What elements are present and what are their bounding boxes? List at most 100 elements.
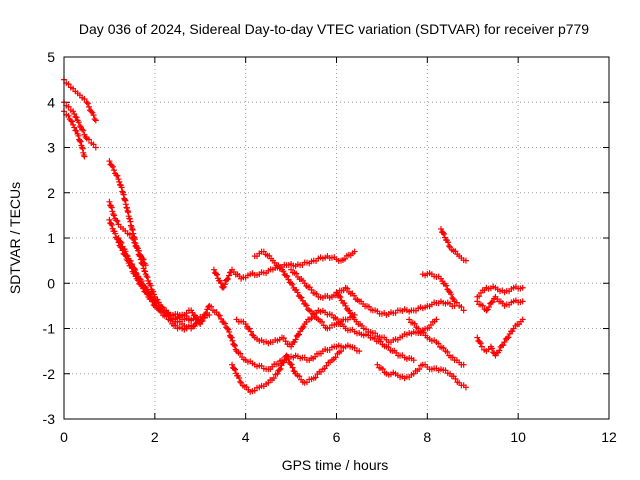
data-point bbox=[444, 348, 451, 355]
y-tick-label: 4 bbox=[47, 94, 55, 110]
data-point bbox=[284, 273, 291, 280]
data-point bbox=[113, 172, 120, 179]
data-point bbox=[143, 287, 150, 294]
data-point bbox=[212, 270, 219, 277]
data-point bbox=[288, 361, 295, 368]
x-tick-label: 8 bbox=[423, 429, 431, 445]
x-axis-title: GPS time / hours bbox=[282, 457, 389, 473]
data-point bbox=[218, 315, 225, 322]
data-point bbox=[77, 138, 84, 145]
data-point bbox=[476, 293, 483, 300]
data-point bbox=[130, 236, 137, 243]
data-point bbox=[225, 275, 232, 282]
data-point bbox=[220, 319, 227, 326]
data-point bbox=[277, 365, 284, 372]
data-point bbox=[91, 116, 98, 123]
data-point bbox=[114, 172, 121, 179]
data-point bbox=[489, 298, 496, 305]
series-s13 bbox=[251, 248, 358, 332]
data-point bbox=[288, 280, 295, 287]
data-point bbox=[65, 81, 72, 88]
data-point bbox=[356, 348, 363, 355]
data-point bbox=[300, 323, 307, 330]
data-point bbox=[298, 294, 305, 301]
data-point bbox=[127, 257, 134, 264]
data-point bbox=[115, 176, 122, 183]
x-tick-label: 2 bbox=[151, 429, 159, 445]
data-point bbox=[333, 289, 340, 296]
data-point bbox=[226, 328, 233, 335]
data-point bbox=[76, 123, 83, 130]
data-point bbox=[80, 127, 87, 134]
data-point bbox=[131, 239, 138, 246]
data-point bbox=[115, 235, 122, 241]
series-s9 bbox=[170, 302, 363, 373]
data-point bbox=[231, 341, 238, 348]
data-point bbox=[283, 352, 290, 359]
data-point bbox=[117, 238, 124, 245]
data-point bbox=[449, 295, 456, 302]
data-point bbox=[247, 328, 254, 335]
data-point bbox=[142, 262, 149, 269]
data-point bbox=[505, 334, 512, 341]
data-point bbox=[167, 317, 174, 324]
data-point bbox=[323, 362, 330, 369]
data-point bbox=[114, 218, 121, 225]
data-point bbox=[509, 328, 516, 335]
data-point bbox=[439, 229, 446, 236]
x-tick-label: 10 bbox=[510, 429, 526, 445]
data-point bbox=[85, 136, 92, 143]
series-s22 bbox=[474, 293, 526, 314]
plot-frame bbox=[63, 56, 610, 420]
data-point bbox=[152, 300, 159, 307]
series-s19 bbox=[437, 225, 469, 264]
data-point bbox=[288, 343, 295, 350]
data-point bbox=[351, 292, 358, 299]
y-tick-label: -2 bbox=[43, 366, 56, 382]
series-s8 bbox=[129, 262, 199, 333]
series-s17 bbox=[406, 316, 467, 368]
data-point bbox=[410, 357, 417, 364]
data-point bbox=[122, 248, 129, 255]
data-point bbox=[210, 266, 217, 273]
data-point bbox=[285, 276, 292, 283]
data-point bbox=[519, 316, 526, 323]
data-point bbox=[489, 345, 496, 352]
data-point bbox=[88, 108, 95, 115]
data-point bbox=[219, 284, 226, 291]
data-point bbox=[477, 340, 484, 347]
data-point bbox=[297, 328, 304, 335]
data-point bbox=[202, 311, 209, 318]
data-point bbox=[106, 158, 113, 165]
data-point bbox=[133, 244, 140, 251]
data-point bbox=[155, 306, 162, 313]
data-point bbox=[208, 303, 215, 310]
data-point bbox=[297, 293, 304, 300]
data-point bbox=[336, 292, 343, 299]
grid-lines bbox=[64, 57, 609, 419]
series-s16 bbox=[374, 361, 469, 391]
data-point bbox=[226, 272, 233, 279]
data-point bbox=[501, 339, 508, 346]
series-s14 bbox=[288, 266, 458, 318]
data-point bbox=[129, 262, 136, 269]
x-tick-label: 0 bbox=[60, 429, 68, 445]
data-point bbox=[200, 314, 207, 321]
data-point bbox=[285, 355, 292, 362]
data-point bbox=[137, 251, 144, 258]
data-point bbox=[68, 118, 75, 125]
data-point bbox=[83, 99, 90, 106]
y-tick-label: -3 bbox=[43, 411, 56, 427]
data-point bbox=[71, 110, 78, 117]
data-point bbox=[385, 344, 392, 351]
data-point bbox=[237, 378, 244, 385]
data-point bbox=[492, 352, 499, 359]
data-point bbox=[246, 325, 253, 332]
data-point bbox=[110, 212, 117, 219]
data-point bbox=[73, 127, 80, 134]
data-point bbox=[365, 303, 372, 310]
series-s5 bbox=[106, 198, 149, 269]
data-point bbox=[341, 255, 348, 262]
data-point bbox=[217, 280, 224, 287]
